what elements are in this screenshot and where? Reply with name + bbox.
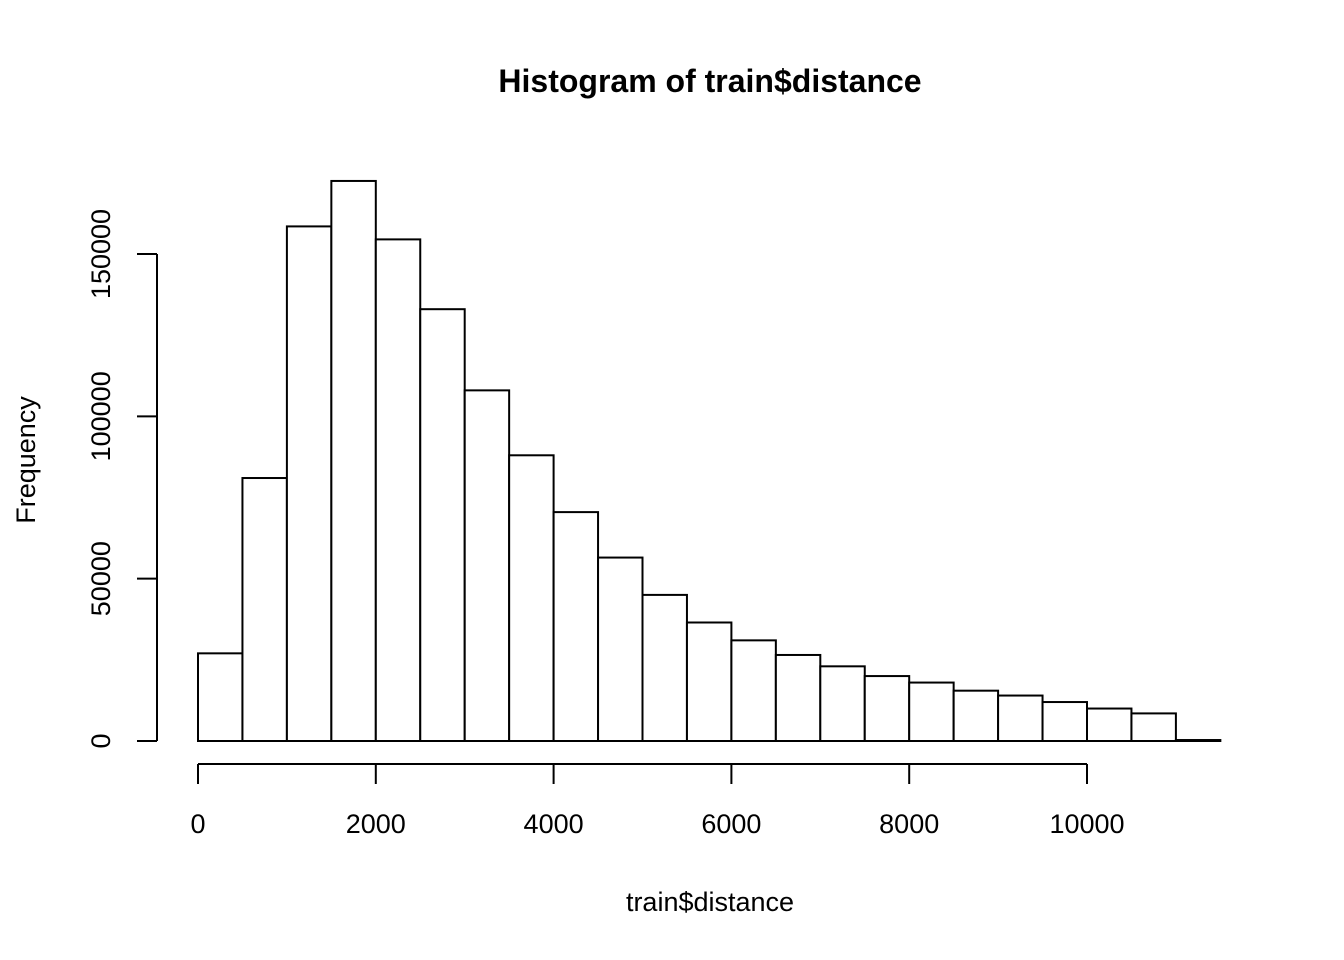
y-tick-label-3: 150000 (86, 209, 116, 299)
x-tick-label-0: 0 (190, 809, 205, 839)
histogram-bar-9 (597, 556, 644, 743)
histogram-bar-20 (1086, 707, 1133, 742)
histogram-bar-3 (330, 179, 377, 742)
histogram-bar-22 (1174, 739, 1222, 743)
y-tick-label-0: 0 (86, 733, 116, 748)
histogram-bar-19 (1041, 701, 1089, 742)
x-tick-label-2: 4000 (524, 809, 584, 839)
histogram-bar-16 (908, 681, 955, 742)
x-tick-label-4: 8000 (879, 809, 939, 839)
y-axis: 0 50000 100000 150000 (86, 209, 158, 749)
histogram-bar-13 (774, 653, 822, 742)
histogram-bar-10 (641, 593, 688, 743)
y-axis-label: Frequency (11, 396, 41, 524)
x-tick-label-1: 2000 (346, 809, 406, 839)
histogram-bar-1 (241, 477, 288, 742)
x-tick-label-3: 6000 (701, 809, 761, 839)
histogram-bar-17 (952, 689, 1000, 743)
histogram-bar-8 (552, 511, 600, 742)
histogram-bar-18 (997, 694, 1044, 743)
histogram-bar-14 (819, 665, 866, 742)
x-axis: 0 2000 4000 6000 8000 10000 (190, 763, 1125, 839)
y-tick-label-1: 50000 (86, 541, 116, 616)
histogram-bar-11 (685, 621, 733, 742)
histogram-bar-0 (197, 652, 244, 743)
histogram-bar-15 (863, 675, 911, 742)
histogram-bar-6 (463, 389, 511, 742)
histogram-bar-2 (285, 225, 333, 743)
histogram-bar-5 (419, 308, 466, 742)
x-tick-label-5: 10000 (1049, 809, 1124, 839)
histogram-bar-7 (508, 454, 555, 742)
chart-title: Histogram of train$distance (498, 63, 921, 99)
histogram-bar-4 (374, 238, 422, 742)
bars-group (197, 179, 1222, 743)
histogram-bar-12 (730, 639, 777, 742)
histogram-bar-21 (1130, 712, 1177, 742)
x-axis-label: train$distance (626, 887, 794, 917)
y-tick-label-2: 100000 (86, 371, 116, 461)
